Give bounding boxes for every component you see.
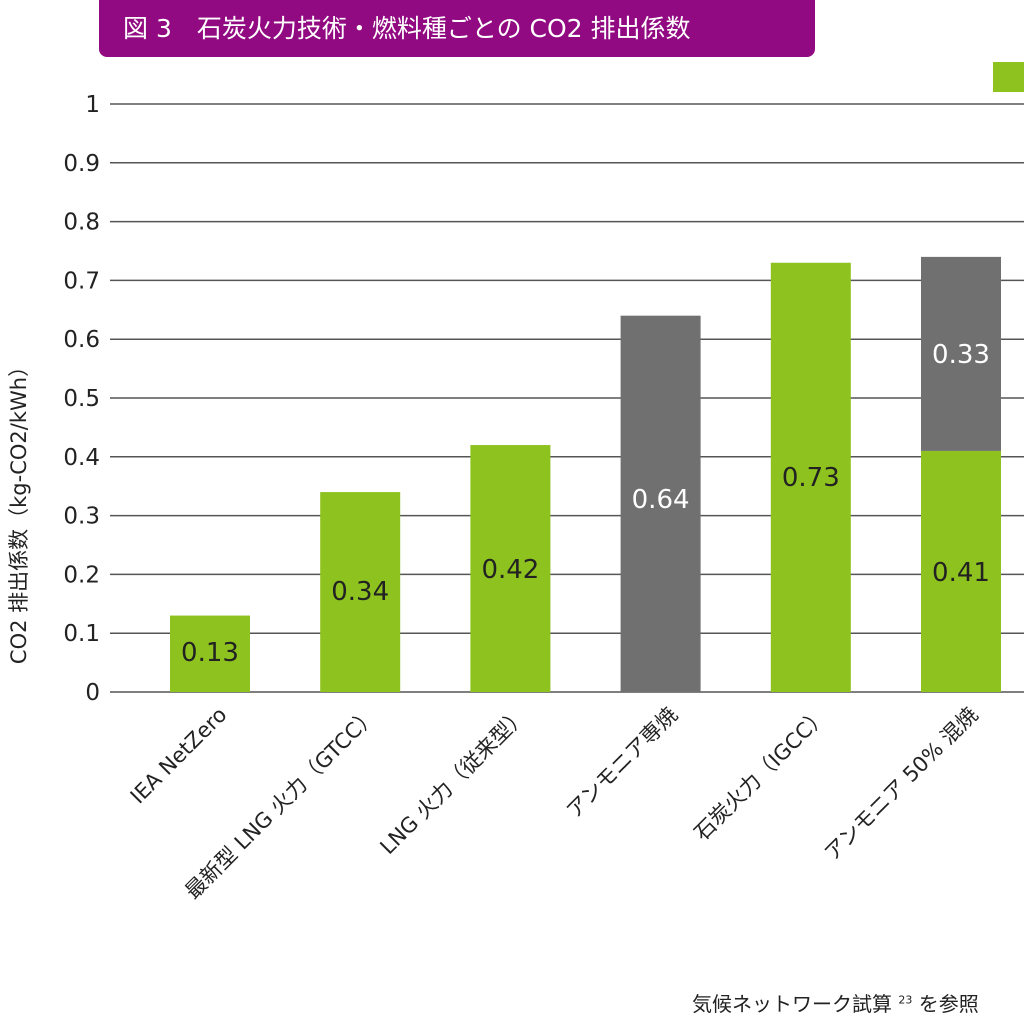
y-tick-label: 0.6	[63, 327, 100, 353]
bar	[921, 450, 1001, 692]
x-tick-label: LNG 火力（従来型）	[375, 703, 532, 860]
bar	[320, 492, 401, 692]
bar	[620, 315, 701, 692]
data-label: 0.34	[331, 577, 389, 607]
chart-title: 図 3 石炭火力技術・燃料種ごとの CO2 排出係数	[99, 0, 815, 57]
y-tick-label: 0.5	[63, 386, 100, 412]
bar	[770, 262, 851, 692]
y-tick-label: 0.7	[63, 268, 100, 294]
data-label: 0.42	[481, 555, 539, 585]
legend-swatch-green	[993, 62, 1024, 92]
y-tick-label: 0.4	[63, 445, 100, 471]
data-label: 0.64	[632, 485, 690, 515]
source-footnote-ref: 23	[898, 993, 913, 1007]
bar	[170, 615, 250, 692]
y-tick-label: 0.2	[63, 562, 100, 588]
y-tick-label: 0.3	[63, 504, 100, 530]
x-tick-label: アンモニア専焼	[562, 703, 682, 823]
y-tick-label: 0	[85, 680, 100, 706]
x-tick-label: アンモニア 50% 混焼	[820, 703, 983, 866]
y-tick-label: 0.9	[63, 151, 100, 177]
x-tick-label: 石炭火力（IGCC）	[690, 703, 833, 846]
data-label: 0.13	[181, 638, 239, 668]
source-note: 気候ネットワーク試算 23 を参照	[692, 988, 979, 1017]
source-text-suffix: を参照	[918, 992, 979, 1016]
bar	[921, 256, 1001, 451]
data-label: 0.33	[932, 340, 990, 370]
y-tick-label: 0.8	[63, 210, 100, 236]
data-label: 0.41	[932, 558, 990, 588]
y-tick-label: 1	[85, 92, 100, 118]
data-label: 0.73	[782, 463, 840, 493]
source-text: 気候ネットワーク試算	[692, 992, 892, 1016]
x-tick-label: IEA NetZero	[126, 703, 232, 809]
y-tick-label: 0.1	[63, 621, 100, 647]
bar	[470, 445, 551, 692]
